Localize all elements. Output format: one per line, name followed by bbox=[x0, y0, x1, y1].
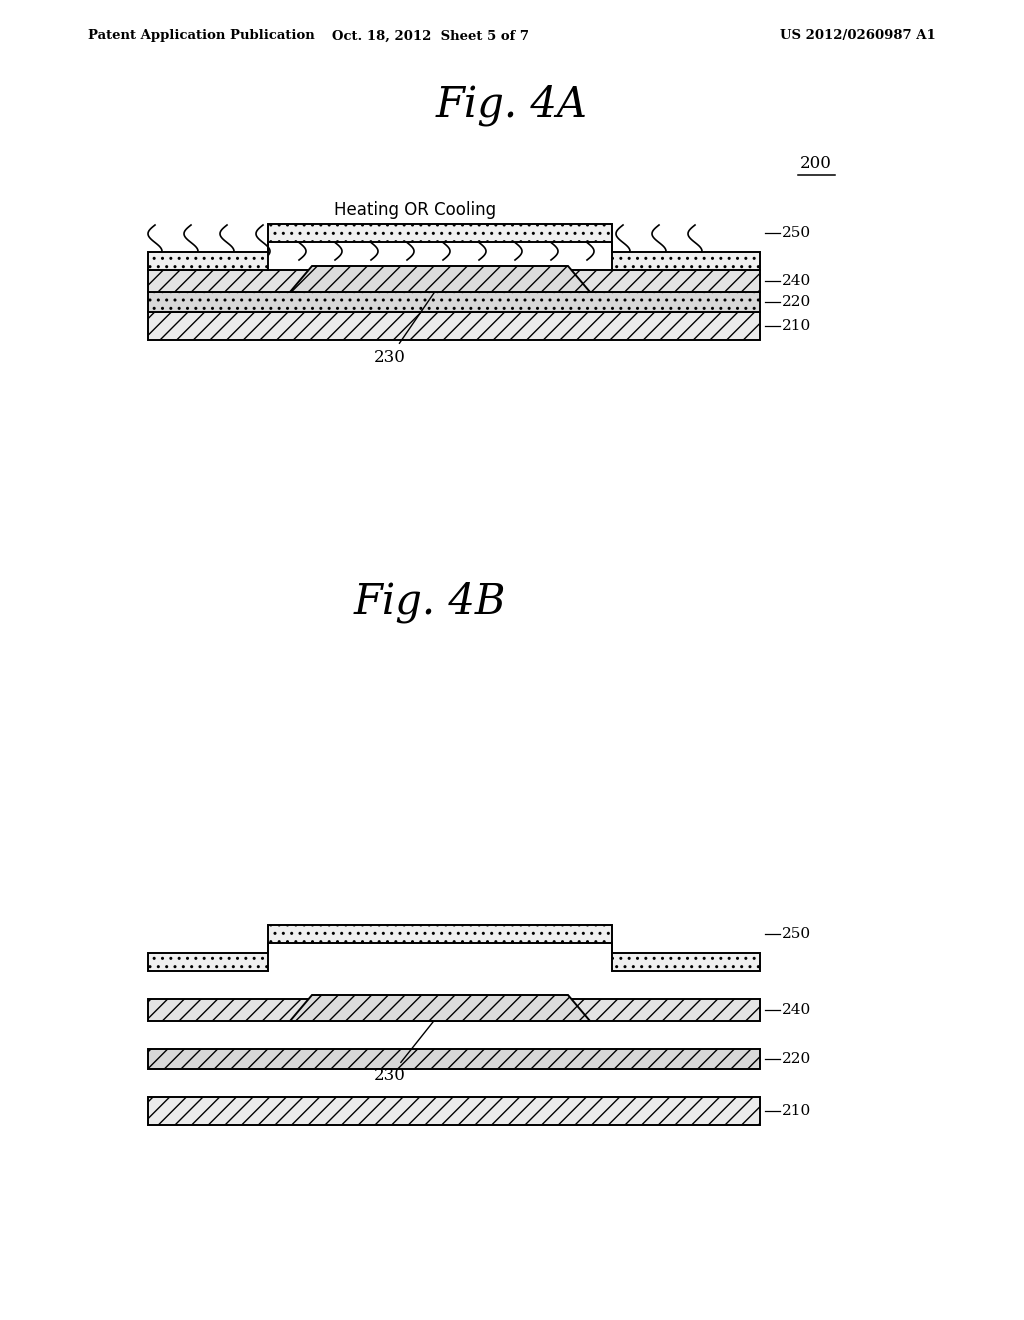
Text: Fig. 4A: Fig. 4A bbox=[436, 84, 588, 125]
Text: Heating OR Cooling: Heating OR Cooling bbox=[334, 201, 496, 219]
Text: 250: 250 bbox=[782, 226, 811, 240]
Text: 220: 220 bbox=[782, 1052, 811, 1067]
Text: Oct. 18, 2012  Sheet 5 of 7: Oct. 18, 2012 Sheet 5 of 7 bbox=[332, 29, 528, 42]
Bar bbox=[148, 1097, 760, 1125]
Text: US 2012/0260987 A1: US 2012/0260987 A1 bbox=[780, 29, 936, 42]
Text: 240: 240 bbox=[782, 275, 811, 288]
Text: Fig. 4B: Fig. 4B bbox=[353, 581, 506, 623]
Text: 250: 250 bbox=[782, 927, 811, 941]
Bar bbox=[148, 271, 760, 292]
Text: 210: 210 bbox=[782, 1104, 811, 1118]
Polygon shape bbox=[148, 224, 760, 271]
Polygon shape bbox=[148, 925, 760, 972]
Text: 200: 200 bbox=[800, 154, 831, 172]
Polygon shape bbox=[290, 995, 590, 1020]
Text: 230: 230 bbox=[374, 1015, 438, 1085]
Bar bbox=[148, 292, 760, 312]
Text: 210: 210 bbox=[782, 319, 811, 333]
Text: Patent Application Publication: Patent Application Publication bbox=[88, 29, 314, 42]
Polygon shape bbox=[290, 267, 590, 292]
Bar bbox=[148, 312, 760, 341]
Text: 220: 220 bbox=[782, 294, 811, 309]
Bar bbox=[148, 999, 760, 1020]
Text: 240: 240 bbox=[782, 1003, 811, 1016]
Bar bbox=[148, 1049, 760, 1069]
Text: 230: 230 bbox=[374, 286, 438, 366]
